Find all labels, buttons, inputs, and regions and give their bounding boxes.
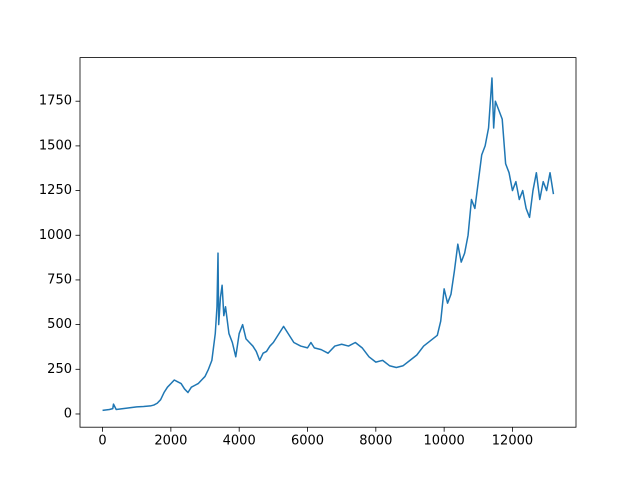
y-tick-label: 1500 bbox=[39, 138, 72, 153]
x-tick-label: 4000 bbox=[223, 434, 256, 449]
y-tick-label: 1000 bbox=[39, 228, 72, 243]
y-tick-label: 0 bbox=[64, 406, 72, 421]
x-tick-label: 12000 bbox=[492, 434, 533, 449]
y-tick-label: 1250 bbox=[39, 183, 72, 198]
x-tick-label: 0 bbox=[98, 434, 106, 449]
line bbox=[102, 77, 555, 412]
axes-frame bbox=[79, 57, 577, 428]
x-tick-label: 8000 bbox=[359, 434, 392, 449]
x-tick-label: 2000 bbox=[154, 434, 187, 449]
y-tick-label: 1750 bbox=[39, 94, 72, 109]
x-tick-label: 6000 bbox=[291, 434, 324, 449]
x-tick-label: 10000 bbox=[423, 434, 464, 449]
y-tick-label: 750 bbox=[47, 272, 72, 287]
y-tick-label: 500 bbox=[47, 317, 72, 332]
y-tick-label: 250 bbox=[47, 362, 72, 377]
